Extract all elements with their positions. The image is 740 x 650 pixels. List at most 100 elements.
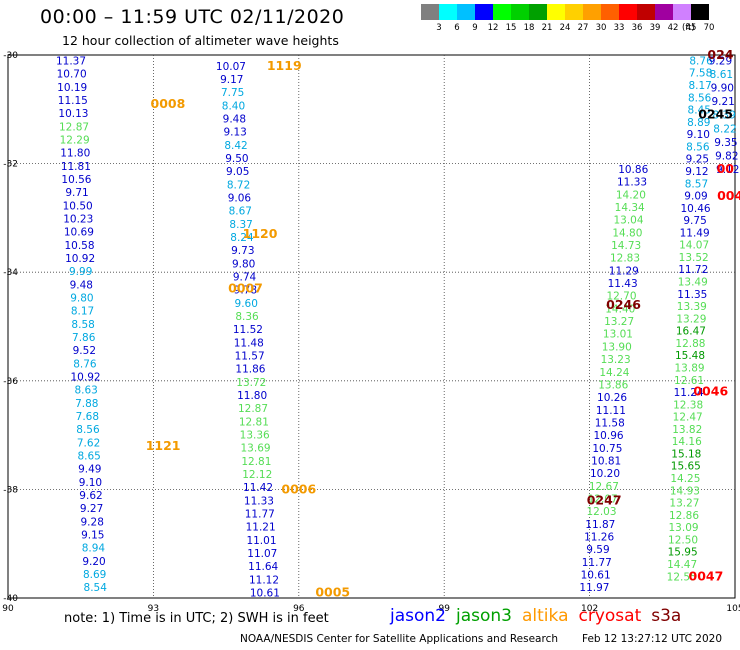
wave-height-label: 13.72 (236, 377, 266, 389)
x-tick-label: 96 (293, 604, 305, 614)
wave-height-label: 15.65 (671, 461, 701, 473)
wave-height-label: 9.82 (715, 150, 738, 162)
wave-height-label: 8.56 (686, 141, 710, 153)
legend-label: 3 (436, 23, 442, 33)
wave-height-label: 10.56 (61, 174, 91, 186)
legend-swatch (673, 4, 691, 20)
y-tick-label: -30 (3, 51, 18, 61)
wave-height-label: 9.73 (231, 245, 254, 257)
wave-height-label: 9.75 (683, 215, 706, 227)
wave-height-label: 9.12 (716, 164, 739, 176)
chart-title: 00:00 – 11:59 UTC 02/11/2020 (40, 6, 345, 28)
wave-height-label: 8.76 (73, 358, 97, 370)
wave-height-label: 12.70 (606, 291, 636, 303)
wave-height-label: 11.58 (595, 417, 625, 429)
pass-time-label: 004 (717, 188, 740, 203)
wave-height-label: 14.25 (670, 473, 700, 485)
legend-swatch (547, 4, 565, 20)
wave-height-label: 10.07 (216, 61, 246, 73)
x-tick-label: 93 (148, 604, 159, 614)
wave-height-label: 13.09 (669, 522, 699, 534)
wave-height-label: 9.10 (687, 129, 710, 141)
wave-height-label: 13.36 (240, 430, 270, 442)
wave-height-label: 11.80 (237, 390, 267, 402)
wave-height-label: 11.48 (234, 337, 264, 349)
x-tick-label: 102 (581, 604, 598, 614)
wave-height-label: 9.74 (233, 272, 257, 284)
pass-time-label: 00 (717, 161, 735, 176)
wave-height-label: 8.22 (713, 123, 736, 135)
wave-height-label: 14.93 (670, 485, 700, 497)
wave-height-label: 11.24 (674, 387, 704, 399)
wave-height-label: 10.61 (581, 569, 611, 581)
wave-height-label: 12.38 (673, 399, 703, 411)
wave-height-label: 8.39 (712, 110, 735, 122)
pass-time-label: 1121 (146, 438, 181, 453)
x-tick-label: 90 (2, 604, 14, 614)
wave-height-label: 9.59 (586, 544, 609, 556)
pass-time-label: 0047 (689, 568, 724, 583)
wave-height-label: 7.62 (77, 437, 100, 449)
wave-height-label: 10.19 (57, 82, 87, 94)
wave-height-label: 8.54 (84, 582, 108, 594)
wave-height-label: 14.73 (611, 240, 641, 252)
wave-height-label: 7.68 (76, 411, 99, 423)
wave-height-label: 10.13 (58, 108, 88, 120)
legend-swatch (457, 4, 475, 20)
pass-time-label: 0247 (587, 492, 622, 507)
footer-timestamp: Feb 12 13:27:12 UTC 2020 (582, 633, 722, 645)
wave-height-label: 9.27 (80, 503, 103, 515)
pass-time-label: 0246 (606, 297, 641, 312)
wave-height-label: 11.07 (247, 548, 277, 560)
wave-height-label: 10.50 (63, 200, 93, 212)
y-tick-label: -32 (3, 160, 18, 170)
wave-height-label: 13.86 (598, 379, 628, 391)
wave-height-label: 12.88 (675, 338, 705, 350)
wave-height-label: 13.27 (669, 498, 699, 510)
wave-height-label: 8.37 (229, 219, 252, 231)
pass-time-label: 0046 (693, 384, 728, 399)
legend-label: 42 (667, 23, 679, 33)
wave-height-label: 13.82 (672, 424, 702, 436)
wave-height-label: 11.77 (582, 557, 612, 569)
wave-height-label: 11.81 (61, 161, 91, 173)
wave-height-label: 9.29 (709, 55, 732, 67)
wave-height-label: 14.20 (616, 189, 646, 201)
pass-time-label: 0006 (281, 481, 316, 496)
legend-label: 70 (703, 23, 715, 33)
legend-swatch (511, 4, 529, 20)
wave-height-label: 14.47 (667, 559, 697, 571)
legend-label: 24 (559, 23, 571, 33)
wave-height-label: 10.26 (597, 392, 627, 404)
wave-height-label: 11.87 (585, 519, 615, 531)
wave-height-label: 9.62 (79, 490, 102, 502)
wave-height-label: 13.29 (676, 313, 706, 325)
wave-height-label: 12.67 (589, 481, 619, 493)
wave-height-label: 7.75 (221, 87, 244, 99)
wave-height-label: 15.18 (671, 448, 701, 460)
wave-height-label: 12.83 (610, 253, 640, 265)
wave-height-label: 13.89 (675, 362, 705, 374)
wave-height-label: 8.69 (83, 569, 106, 581)
wave-height-label: 9.48 (223, 114, 246, 126)
wave-height-label: 9.15 (81, 529, 104, 541)
wave-height-label: 8.45 (688, 105, 711, 117)
wave-height-label: 9.28 (81, 516, 104, 528)
legend-swatch (583, 4, 601, 20)
wave-height-label: 8.57 (685, 178, 708, 190)
wave-height-label: 10.96 (594, 430, 624, 442)
wave-height-label: 9.80 (70, 292, 93, 304)
wave-height-label: 8.61 (710, 69, 733, 81)
legend-swatch (475, 4, 493, 20)
wave-height-label: 8.24 (230, 232, 254, 244)
wave-height-label: 12.47 (673, 412, 703, 424)
wave-height-label: 14.80 (612, 227, 642, 239)
wave-height-label: 11.33 (244, 495, 274, 507)
wave-height-label: 15.95 (668, 547, 698, 559)
wave-height-label: 9.99 (69, 266, 92, 278)
wave-height-label: 13.39 (677, 301, 707, 313)
wave-height-label: 13.27 (604, 316, 634, 328)
wave-height-label: 8.56 (76, 424, 100, 436)
satellite-legend-jason2: jason2 (390, 606, 446, 626)
